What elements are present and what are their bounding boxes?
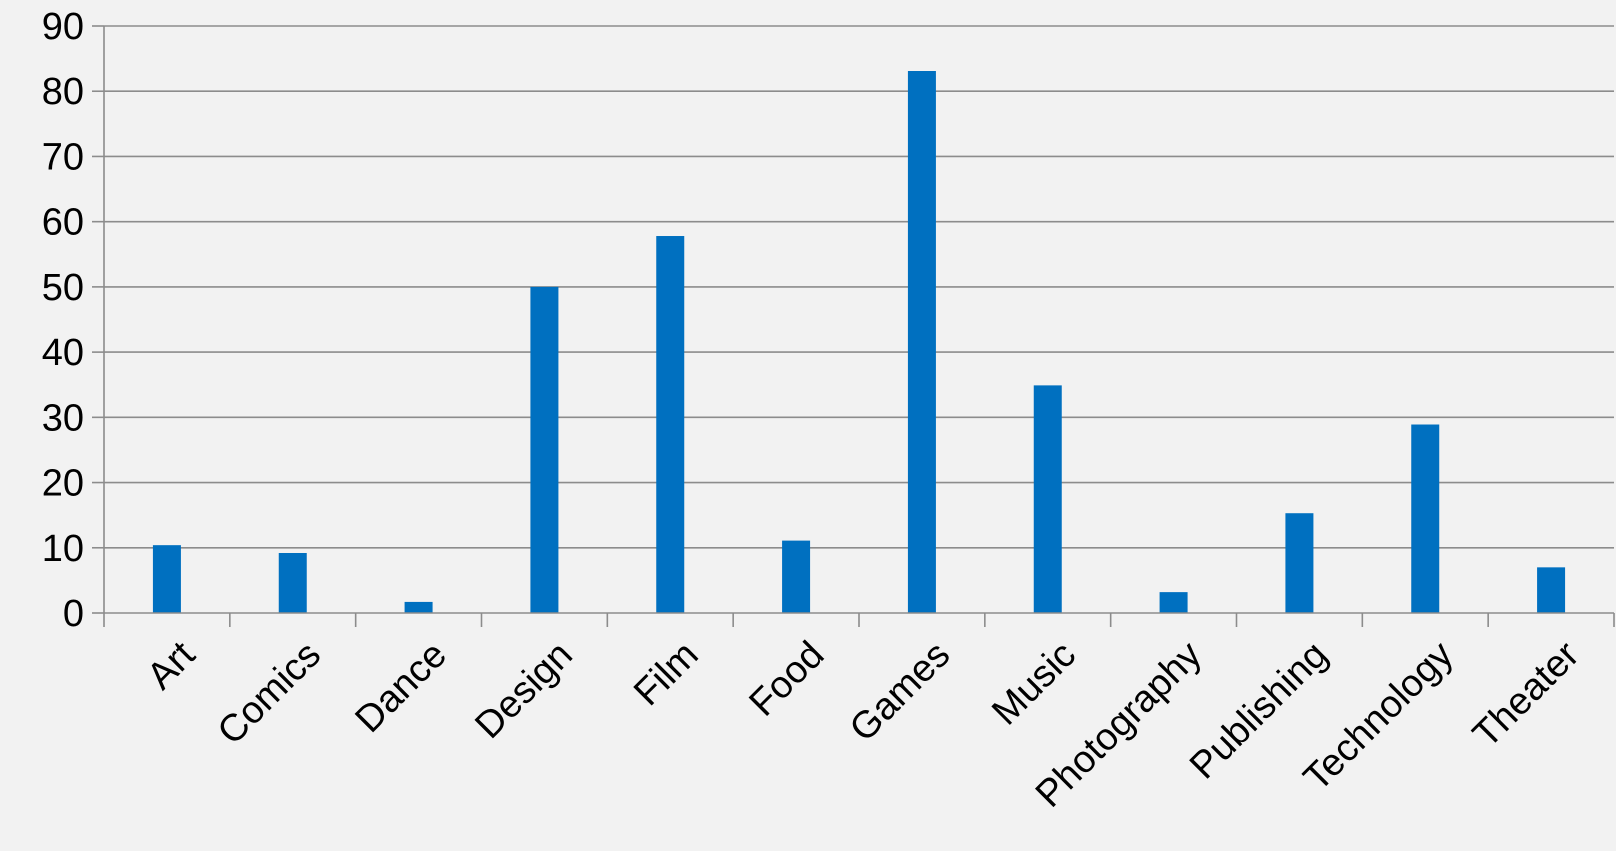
x-tick-label-games: Games <box>842 634 958 750</box>
y-tick-label: 90 <box>42 6 84 48</box>
x-tick-label-dance: Dance <box>348 634 455 741</box>
bar-games <box>907 71 936 613</box>
y-tick-label: 80 <box>42 71 84 113</box>
bar-technology <box>1411 424 1440 613</box>
bar-comics <box>278 552 307 613</box>
bar-art <box>152 545 181 613</box>
axes <box>92 25 1615 627</box>
y-tick-label: 10 <box>42 528 84 570</box>
y-tick-label: 30 <box>42 397 84 439</box>
y-tick-label: 40 <box>42 332 84 374</box>
y-tick-label: 0 <box>63 593 84 635</box>
y-tick-label: 50 <box>42 267 84 309</box>
y-tick-label: 20 <box>42 463 84 505</box>
bar-publishing <box>1285 513 1314 613</box>
bar-photography <box>1159 592 1188 613</box>
bar-food <box>782 540 811 613</box>
x-tick-label-film: Film <box>626 634 706 714</box>
x-tick-label-theater: Theater <box>1465 633 1588 756</box>
x-tick-label-music: Music <box>984 634 1084 734</box>
y-tick-label: 60 <box>42 202 84 244</box>
bars <box>152 71 1566 613</box>
x-tick-label-food: Food <box>741 634 832 725</box>
x-tick-label-comics: Comics <box>210 634 329 753</box>
bar-film <box>656 236 685 613</box>
x-tick-label-design: Design <box>467 634 580 747</box>
x-tick-label-art: Art <box>139 633 203 697</box>
bar-dance <box>404 601 433 613</box>
bar-theater <box>1537 567 1566 613</box>
x-axis-tick-labels: Art Comics Dance Design Film Food Games MusicPh… <box>139 633 1587 815</box>
y-tick-label: 70 <box>42 136 84 178</box>
bar-music <box>1033 385 1062 613</box>
gridlines <box>104 25 1614 549</box>
y-axis-tick-labels: 0 10 20 30 40 50 60 70 80 90 <box>42 6 84 635</box>
bar-design <box>530 286 559 613</box>
